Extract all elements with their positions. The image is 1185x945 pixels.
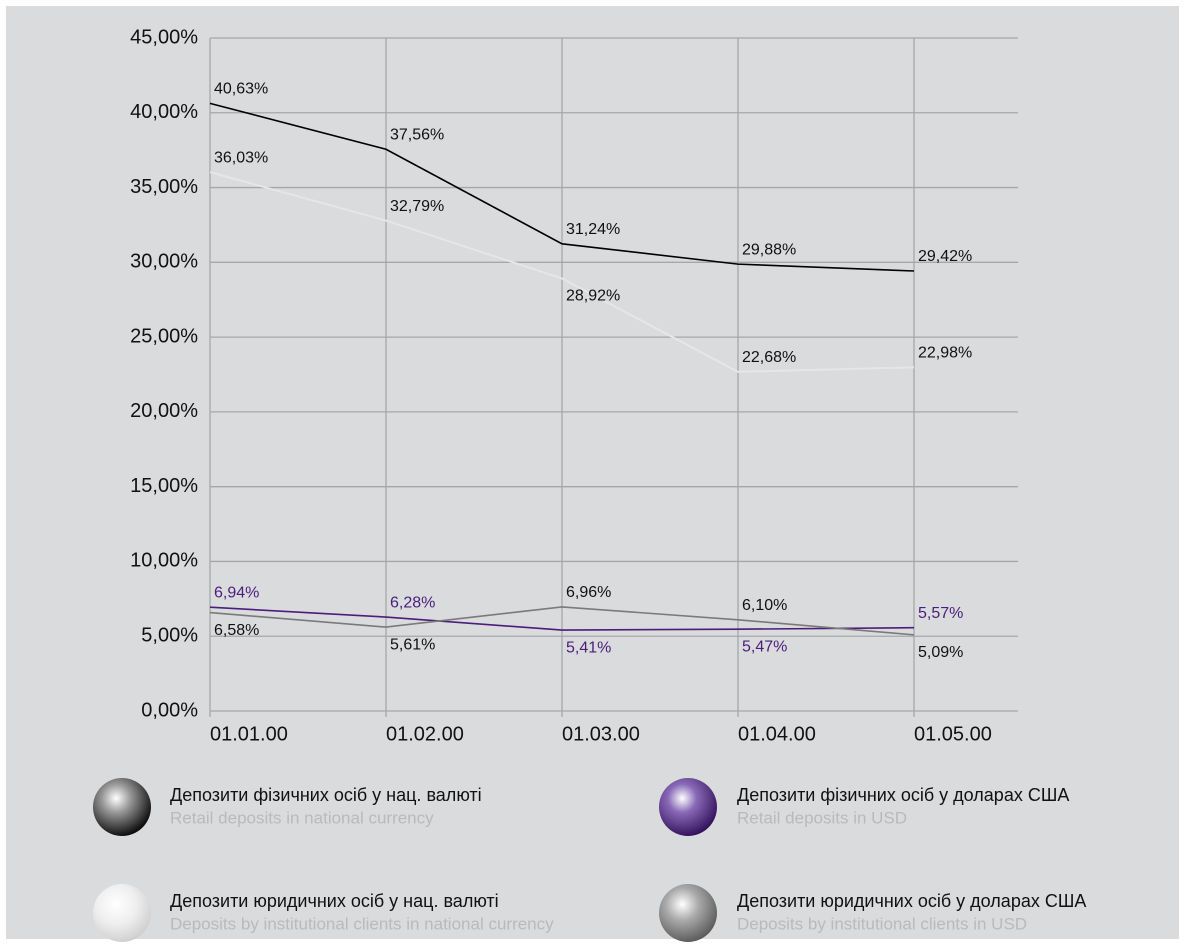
x-tick-label: 01.04.00 xyxy=(738,723,816,745)
value-label: 5,47% xyxy=(742,638,787,655)
value-label: 6,28% xyxy=(390,594,435,611)
x-tick-label: 01.01.00 xyxy=(210,723,288,745)
line xyxy=(209,606,915,631)
legend-marker xyxy=(93,778,151,836)
value-label: 29,88% xyxy=(742,241,796,258)
value-label: 36,03% xyxy=(214,149,268,166)
y-tick-label: 40,00% xyxy=(130,101,198,123)
legend-sublabel: Retail deposits in national currency xyxy=(170,808,434,827)
value-label: 28,92% xyxy=(566,288,620,305)
value-label: 31,24% xyxy=(566,221,620,238)
value-label: 22,98% xyxy=(918,345,972,362)
line xyxy=(209,606,915,636)
legend-marker xyxy=(659,778,717,836)
value-label: 6,96% xyxy=(566,584,611,601)
legend-marker xyxy=(659,884,717,942)
y-tick-label: 45,00% xyxy=(130,26,198,48)
value-label: 22,68% xyxy=(742,349,796,366)
value-label: 5,61% xyxy=(390,636,435,653)
x-tick-label: 01.02.00 xyxy=(386,723,464,745)
y-tick-label: 0,00% xyxy=(141,699,198,721)
legend-label: Депозити фізичних осіб у нац. валюті xyxy=(170,785,482,805)
legend-label: Депозити юридичних осіб у доларах США xyxy=(737,891,1086,911)
value-label: 5,41% xyxy=(566,639,611,656)
value-label: 6,94% xyxy=(214,584,259,601)
y-tick-label: 30,00% xyxy=(130,251,198,273)
background xyxy=(6,6,1179,939)
legend-sublabel: Retail deposits in USD xyxy=(737,808,907,827)
y-tick-label: 10,00% xyxy=(130,550,198,572)
legend-sublabel: Deposits by institutional clients in nat… xyxy=(170,914,554,933)
legend-label: Депозити фізичних осіб у доларах США xyxy=(737,785,1069,805)
x-tick-label: 01.03.00 xyxy=(562,723,640,745)
value-label: 37,56% xyxy=(390,126,444,143)
value-label: 32,79% xyxy=(390,198,444,215)
x-tick-label: 01.05.00 xyxy=(914,723,992,745)
legend-label: Депозити юридичних осіб у нац. валюті xyxy=(170,891,499,911)
y-tick-label: 35,00% xyxy=(130,176,198,198)
y-tick-label: 25,00% xyxy=(130,325,198,347)
value-label: 40,63% xyxy=(214,81,268,98)
line xyxy=(209,171,915,373)
value-label: 6,10% xyxy=(742,597,787,614)
value-label: 5,57% xyxy=(918,605,963,622)
y-tick-label: 15,00% xyxy=(130,475,198,497)
y-tick-label: 20,00% xyxy=(130,400,198,422)
legend-marker xyxy=(93,884,151,942)
value-label: 29,42% xyxy=(918,248,972,265)
value-label: 5,09% xyxy=(918,644,963,661)
value-label: 6,58% xyxy=(214,622,259,639)
line xyxy=(209,102,915,272)
y-tick-label: 5,00% xyxy=(141,625,198,647)
legend-sublabel: Deposits by institutional clients in USD xyxy=(737,914,1027,933)
